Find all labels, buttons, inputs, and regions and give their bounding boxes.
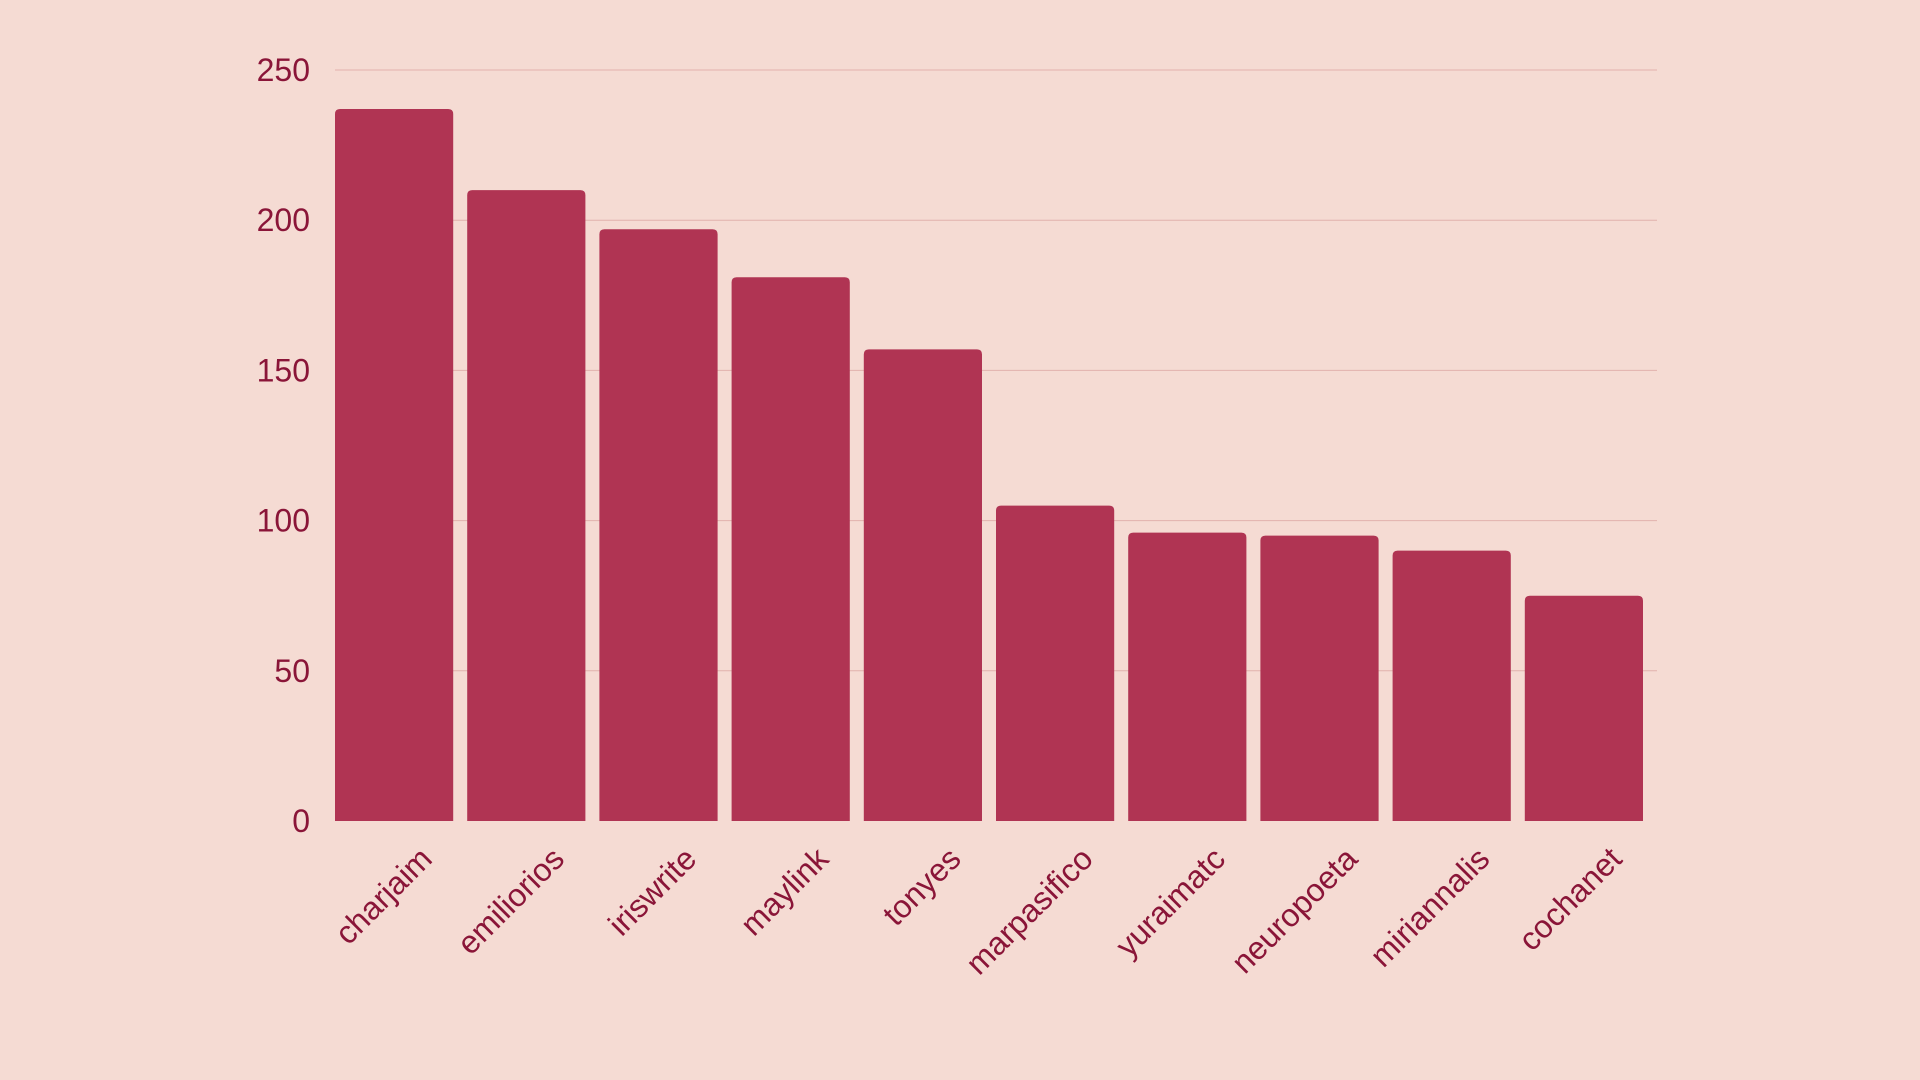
bar-emiliorios bbox=[467, 190, 586, 821]
y-tick-label: 50 bbox=[274, 653, 310, 689]
x-tick-label: miriannalis bbox=[1363, 840, 1497, 974]
bars bbox=[335, 109, 1643, 821]
x-tick-label: marpasifico bbox=[959, 840, 1100, 981]
bar-charjaim bbox=[335, 109, 454, 821]
bar-miriannalis bbox=[1392, 550, 1511, 821]
y-tick-label: 250 bbox=[257, 52, 310, 88]
x-tick-label: yuraimatc bbox=[1108, 840, 1232, 964]
bar-cochanet bbox=[1524, 595, 1643, 821]
bar-neuropoeta bbox=[1260, 535, 1379, 821]
y-tick-label: 150 bbox=[257, 352, 310, 388]
bar-maylink bbox=[731, 277, 850, 821]
x-tick-label: iriswrite bbox=[601, 840, 703, 942]
bar-marpasifico bbox=[996, 505, 1115, 821]
bar-yuraimatc bbox=[1128, 532, 1247, 821]
y-tick-label: 100 bbox=[257, 503, 310, 539]
y-tick-label: 0 bbox=[292, 803, 310, 839]
x-tick-label: charjaim bbox=[328, 840, 439, 951]
x-tick-label: cochanet bbox=[1511, 840, 1628, 957]
x-tick-label: tonyes bbox=[876, 840, 968, 932]
y-axis-tick-labels: 0 50 100 150 200 250 bbox=[257, 52, 310, 839]
x-tick-label: neuropoeta bbox=[1224, 840, 1364, 980]
x-axis-tick-labels: charjaim emiliorios iriswrite maylink tonyes… bbox=[328, 840, 1629, 982]
bar-iriswrite bbox=[599, 229, 718, 821]
x-tick-label: emiliorios bbox=[450, 840, 571, 961]
y-tick-label: 200 bbox=[257, 202, 310, 238]
bar-tonyes bbox=[863, 349, 982, 821]
x-tick-label: maylink bbox=[733, 840, 836, 943]
